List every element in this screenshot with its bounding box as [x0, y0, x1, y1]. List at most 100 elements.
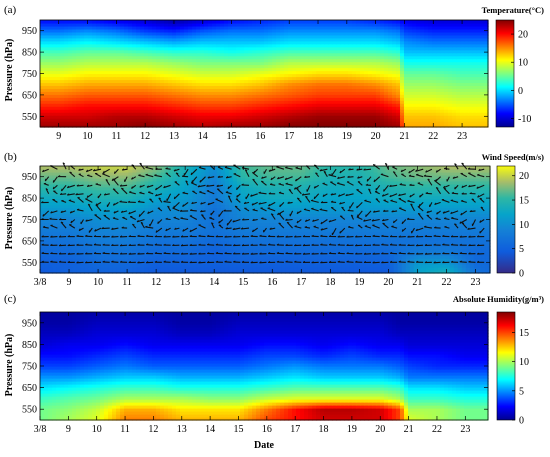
heatmap-cell: [128, 20, 133, 24]
heatmap-cell: [96, 20, 101, 24]
heatmap-cell: [364, 20, 369, 24]
y-tick-label: 650: [22, 90, 37, 101]
heatmap-cell: [108, 20, 113, 24]
heatmap-cell: [352, 20, 357, 24]
heatmap-cell: [476, 20, 481, 24]
heatmap-cell: [60, 20, 65, 24]
panel-a-colorbar: [496, 20, 514, 127]
heatmap-cell: [380, 20, 385, 24]
heatmap-cell: [480, 20, 485, 24]
heatmap-cell: [180, 20, 185, 24]
heatmap-cell: [312, 20, 317, 24]
heatmap-cell: [168, 20, 173, 24]
panel-a-heatmap: [40, 20, 489, 128]
heatmap-cell: [296, 20, 301, 24]
colorbar-tick-label: 0: [518, 86, 523, 97]
heatmap-cell: [196, 20, 201, 24]
heatmap-cell: [272, 20, 277, 24]
heatmap-cell: [236, 20, 241, 24]
heatmap-cell: [40, 20, 45, 24]
y-tick-label: 950: [22, 26, 37, 37]
y-tick-label: 550: [22, 112, 37, 123]
x-tick-label: 10: [83, 131, 93, 142]
heatmap-cell: [204, 20, 209, 24]
y-tick-label: 750: [22, 69, 37, 80]
heatmap-cell: [104, 20, 109, 24]
panel-b-y-axis-label: Pressure (hPa): [4, 187, 15, 250]
x-tick-label: 16: [255, 131, 265, 142]
heatmap-cell: [320, 20, 325, 24]
heatmap-cell: [468, 20, 473, 24]
heatmap-cell: [208, 20, 213, 24]
heatmap-cell: [308, 20, 313, 24]
heatmap-cell: [88, 20, 93, 24]
heatmap-cell: [240, 20, 245, 24]
heatmap-cell: [384, 20, 389, 24]
heatmap-cell: [368, 20, 373, 24]
heatmap-cell: [436, 20, 441, 24]
heatmap-cell: [432, 20, 437, 24]
heatmap-cell: [448, 20, 453, 24]
x-tick-label: 20: [371, 131, 381, 142]
colorbar-tick-label: -10: [518, 114, 531, 125]
heatmap-cell: [112, 20, 117, 24]
heatmap-cell: [408, 20, 413, 24]
heatmap-cell: [284, 20, 289, 24]
heatmap-cell: [192, 20, 197, 24]
heatmap-cell: [124, 20, 129, 24]
heatmap-cell: [84, 20, 89, 24]
heatmap-cell: [156, 20, 161, 24]
heatmap-cell: [56, 20, 61, 24]
heatmap-cell: [324, 20, 329, 24]
x-tick-label: 17: [284, 131, 294, 142]
heatmap-cell: [248, 20, 253, 24]
heatmap-cell: [300, 20, 305, 24]
heatmap-cell: [388, 20, 393, 24]
heatmap-cell: [48, 20, 53, 24]
heatmap-cell: [268, 20, 273, 24]
heatmap-cell: [420, 20, 425, 24]
heatmap-cell: [472, 20, 477, 24]
heatmap-cell: [212, 20, 217, 24]
heatmap-cell: [456, 20, 461, 24]
heatmap-cell: [428, 20, 433, 24]
x-tick-label: 12: [140, 131, 150, 142]
heatmap-cell: [256, 20, 261, 24]
heatmap-cell: [160, 20, 165, 24]
heatmap-cell: [444, 20, 449, 24]
x-tick-label: 14: [198, 131, 208, 142]
heatmap-cell: [216, 20, 221, 24]
colorbar-tick-label: 20: [518, 30, 528, 41]
heatmap-cell: [136, 20, 141, 24]
heatmap-cell: [348, 20, 353, 24]
heatmap-cell: [376, 20, 381, 24]
heatmap-cell: [336, 20, 341, 24]
heatmap-cell: [276, 20, 281, 24]
heatmap-cell: [164, 20, 169, 24]
heatmap-cell: [356, 20, 361, 24]
heatmap-cell: [412, 20, 417, 24]
heatmap-cell: [400, 20, 405, 24]
heatmap-cell: [132, 20, 137, 24]
heatmap-cell: [200, 20, 205, 24]
heatmap-cell: [328, 20, 333, 24]
panel-a-y-axis-label: Pressure (hPa): [4, 39, 15, 102]
heatmap-cell: [424, 20, 429, 24]
heatmap-cell: [44, 20, 49, 24]
heatmap-cell: [304, 20, 309, 24]
heatmap-cell: [76, 20, 81, 24]
heatmap-cell: [252, 20, 257, 24]
heatmap-cell: [52, 20, 57, 24]
heatmap-cell: [264, 20, 269, 24]
heatmap-cell: [232, 20, 237, 24]
heatmap-cell: [244, 20, 249, 24]
x-tick-label: 18: [313, 131, 323, 142]
heatmap-cell: [220, 20, 225, 24]
x-tick-label: 13: [169, 131, 179, 142]
heatmap-cell: [144, 20, 149, 24]
heatmap-cell: [188, 20, 193, 24]
x-tick-label: 11: [112, 131, 122, 142]
heatmap-cell: [72, 20, 77, 24]
